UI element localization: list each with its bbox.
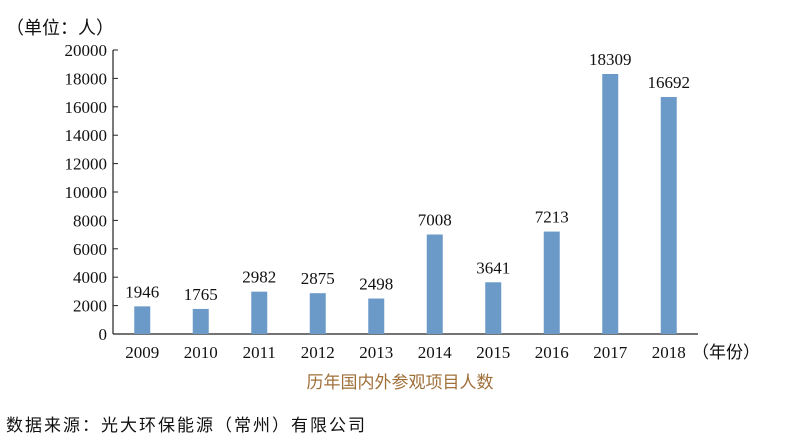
bar-2016 bbox=[543, 231, 560, 334]
value-label-2010: 1765 bbox=[184, 285, 218, 304]
x-unit-label: （年份） bbox=[692, 343, 760, 363]
x-tick-label-2015: 2015 bbox=[476, 343, 510, 362]
bar-2011 bbox=[251, 291, 268, 334]
bar-2017 bbox=[602, 74, 619, 334]
bar-2009 bbox=[134, 306, 151, 334]
value-label-2017: 18309 bbox=[589, 50, 632, 69]
value-label-2013: 2498 bbox=[359, 275, 393, 294]
x-tick-label-2010: 2010 bbox=[184, 343, 218, 362]
y-tick-label: 12000 bbox=[65, 155, 108, 174]
x-tick-label-2016: 2016 bbox=[535, 343, 569, 362]
x-tick-label-2011: 2011 bbox=[243, 343, 276, 362]
y-tick-label: 6000 bbox=[73, 240, 107, 259]
x-tick-label-2009: 2009 bbox=[125, 343, 159, 362]
bar-2015 bbox=[485, 282, 502, 334]
value-label-2011: 2982 bbox=[242, 268, 276, 287]
value-label-2018: 16692 bbox=[648, 73, 691, 92]
y-ticks: 0 2000 4000 6000 8000 10000 12000 14000 16000 180… bbox=[65, 41, 118, 344]
x-tick-label-2018: 2018 bbox=[652, 343, 686, 362]
x-tick-label-2014: 2014 bbox=[418, 343, 453, 362]
y-tick-label: 20000 bbox=[65, 41, 108, 60]
value-label-2014: 7008 bbox=[418, 210, 452, 229]
data-source-note: 数据来源：光大环保能源（常州）有限公司 bbox=[6, 416, 367, 436]
x-tick-label-2017: 2017 bbox=[593, 343, 628, 362]
y-tick-label: 4000 bbox=[73, 268, 107, 287]
bar-2010 bbox=[192, 308, 209, 334]
bar-2018 bbox=[660, 96, 677, 334]
y-tick-label: 0 bbox=[99, 325, 108, 344]
bar-chart: （单位：人） 0 2000 4000 6000 8000 10000 12000 14000 1… bbox=[6, 18, 760, 363]
y-unit-label: （单位：人） bbox=[6, 18, 114, 39]
y-tick-label: 16000 bbox=[65, 98, 108, 117]
y-tick-label: 2000 bbox=[73, 297, 107, 316]
y-tick-label: 10000 bbox=[65, 183, 108, 202]
bars bbox=[134, 74, 677, 334]
bar-2014 bbox=[426, 234, 443, 334]
bar-2012 bbox=[309, 293, 326, 334]
value-label-2009: 1946 bbox=[125, 282, 159, 301]
x-tick-label-2013: 2013 bbox=[359, 343, 393, 362]
value-label-2016: 7213 bbox=[535, 208, 569, 227]
value-label-2015: 3641 bbox=[476, 258, 510, 277]
value-labels: 1946 1765 2982 2875 2498 7008 3641 7213 18309 166… bbox=[125, 50, 690, 304]
bar-2013 bbox=[368, 298, 385, 334]
x-tick-label-2012: 2012 bbox=[301, 343, 335, 362]
y-tick-label: 14000 bbox=[65, 126, 108, 145]
value-label-2012: 2875 bbox=[301, 269, 335, 288]
chart-caption: 历年国内外参观项目人数 bbox=[306, 373, 494, 393]
x-ticks: 2009 2010 2011 2012 2013 2014 2015 2016 2017 2018 bbox=[125, 343, 686, 362]
y-tick-label: 18000 bbox=[65, 69, 108, 88]
y-tick-label: 8000 bbox=[73, 211, 107, 230]
